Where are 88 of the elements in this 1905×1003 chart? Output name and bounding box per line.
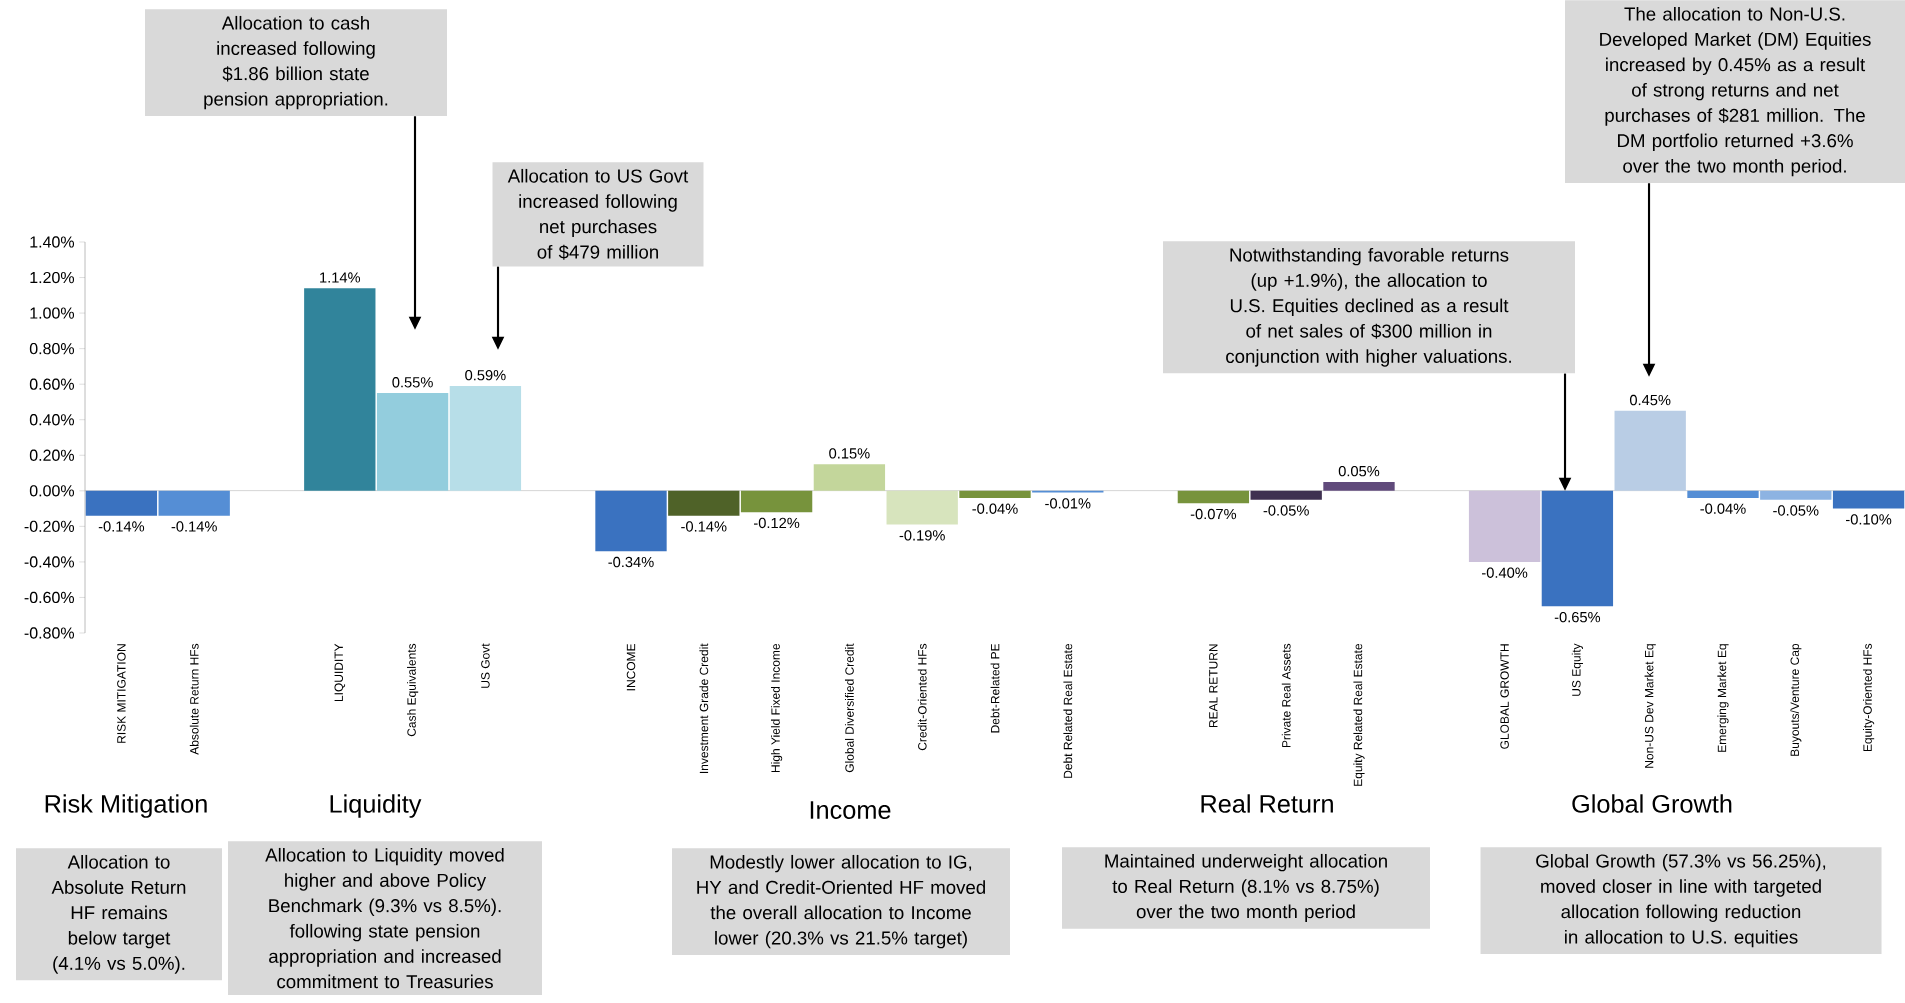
x-tick-label: GLOBAL GROWTH [1500,644,1509,749]
bar [668,490,740,516]
x-tick-label: Cash Equivalents [407,643,419,737]
y-tick-label: -0.80% [24,627,75,639]
data-label: -0.04% [972,503,1018,514]
x-tick-label: Absolute Return HFs [189,643,199,755]
bar [376,393,449,491]
bar [1250,490,1322,500]
y-tick-label: 0.80% [29,342,75,355]
data-label: -0.04% [1700,503,1746,514]
x-tick-label: US Equity [1571,643,1583,696]
text: Maintained underweight allocation to Real Return (8.1% vs 8.75%) over the two month period [1105,853,1387,922]
x-tick-label: INCOME [626,643,636,691]
text: Income [810,801,891,819]
bar [449,385,522,491]
bar [85,490,158,516]
text: Modestly lower allocation to IG, HY and Credit-Oriented HF moved the overall allocation to Income lower (20.3% vs 21.5% target) [697,854,986,949]
text: The allocation to Non-U.S. Developed Market (DM) Equities increased by 0.45% as a result of strong returns and net purchases of $281 million. The DM portfolio returned +3.6% over the two month period. [1600,6,1871,177]
x-tick-label: Debt Related Real Estate [1063,643,1073,778]
text: Allocation to Absolute Return HF remains below target (4.1% vs 5.0%). [51,854,186,974]
bar [158,490,230,516]
data-label: -0.10% [1846,514,1892,525]
y-tick-label: 0.20% [29,449,75,461]
y-tick-label: 0.60% [29,378,75,390]
data-label: 0.55% [392,377,433,388]
x-tick-label: Debt-Related PE [990,643,1000,733]
y-tick-label: 1.00% [30,307,75,319]
bar [886,490,958,525]
x-tick-label: REAL RETURN [1209,644,1218,728]
bar [1687,490,1759,498]
bar [959,490,1031,498]
data-label: -0.01% [1045,498,1091,509]
bar [304,288,376,491]
data-label: -0.14% [171,521,217,532]
y-tick-label: -0.20% [24,520,75,533]
data-label: -0.34% [608,556,654,568]
x-tick-label: High Yield Fixed Income [771,643,783,773]
data-label: 0.59% [465,369,506,381]
x-tick-label: Emerging Market Eq [1717,644,1729,752]
x-tick-label: Global Diversified Credit [844,643,854,773]
y-tick-label: -0.40% [24,556,75,568]
data-label: 0.15% [829,448,870,459]
data-label: 0.45% [1629,394,1671,406]
x-tick-label: Non-US Dev Market Eq [1644,644,1656,768]
data-label: -0.14% [681,521,727,532]
bar [813,464,886,491]
x-tick-label: Private Real Assets [1281,643,1291,748]
text: Allocation to cash increased following $1.86 billion state pension appropriation. [204,15,388,110]
annotation: Allocation to US Govt increased following net purchases of $479 million [507,168,689,260]
data-label: -0.14% [98,521,145,532]
x-tick-label: US Govt [481,643,490,688]
y-tick-label: 0.00% [29,485,75,497]
y-tick-label: 0.40% [29,414,75,426]
x-tick-label: Buyouts/Venture Cap [1790,643,1802,756]
x-tick-label: Credit-Oriented HFs [917,643,927,751]
y-tick-label: -0.60% [24,591,75,604]
data-label: -0.19% [899,530,945,541]
bar [740,490,813,513]
bar [1614,410,1686,491]
x-tick-label: LIQUIDITY [334,643,346,702]
bar [1832,490,1905,509]
annotation: Notwithstanding favorable returns (up +1.9%), the allocation to U.S. Equities declined as a result of net sales of $300 million in conjunction with higher valuations. [1226,247,1511,367]
data-label: -0.05% [1773,505,1819,516]
bar [1177,490,1250,504]
text: Risk Mitigation [45,794,207,818]
data-label: -0.05% [1263,505,1309,516]
data-label: -0.65% [1554,611,1601,623]
bar [595,490,667,552]
data-label: 0.05% [1338,465,1380,477]
x-tick-label: Investment Grade Credit [699,643,709,774]
data-label: -0.07% [1190,508,1237,520]
text: Real Return [1201,794,1333,813]
data-label: 1.14% [320,272,361,283]
y-tick-label: 1.40% [30,236,75,248]
bar [1760,490,1832,500]
text: Global Growth [1572,794,1732,813]
bar [1541,490,1614,607]
x-tick-label: Equity-Oriented HFs [1862,643,1875,752]
text: Allocation to Liquidity moved higher and above Policy Benchmark (9.3% vs 8.5%). following state pension appropriation and increased commitment to Treasuries [265,847,504,989]
text: Liquidity [330,794,422,818]
text: Global Growth (57.3% vs 56.25%), moved closer in line with targeted allocation following reduction in allocation to U.S. equities [1536,853,1826,948]
x-tick-label: Equity Related Real Estate [1353,643,1365,786]
x-tick-label: RISK MITIGATION [117,644,126,743]
bar [1468,490,1541,562]
y-tick-label: 1.20% [30,271,75,284]
bar [1323,481,1395,491]
data-label: -0.40% [1482,567,1528,578]
data-label: -0.12% [754,517,800,529]
